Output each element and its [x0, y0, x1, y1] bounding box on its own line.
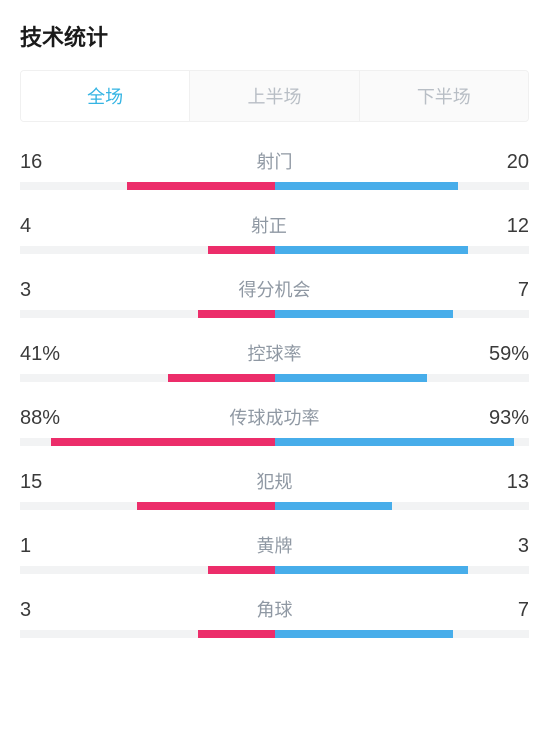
- stat-label: 角球: [257, 596, 293, 622]
- stat-label: 射正: [251, 212, 287, 238]
- stat-row: 41% 控球率 59%: [20, 340, 529, 382]
- bar-left: [198, 630, 274, 638]
- stat-row: 88% 传球成功率 93%: [20, 404, 529, 446]
- stat-right-value: 3: [518, 535, 529, 558]
- bar-left: [208, 566, 274, 574]
- stat-row: 1 黄牌 3: [20, 532, 529, 574]
- stat-row: 3 得分机会 7: [20, 276, 529, 318]
- stats-list: 16 射门 20 4 射正 12 3 得分机会 7 41% 控球率 59% 88% 传球成功率 93% 15 犯…: [20, 148, 529, 638]
- stat-head: 16 射门 20: [20, 148, 529, 174]
- stat-right-value: 59%: [489, 343, 529, 366]
- tab-second[interactable]: 下半场: [359, 71, 528, 121]
- bar-track: [20, 182, 529, 190]
- bar-right: [275, 566, 468, 574]
- bar-track: [20, 310, 529, 318]
- tab-full[interactable]: 全场: [21, 71, 189, 121]
- stat-right-value: 12: [507, 215, 529, 238]
- stat-label: 控球率: [248, 340, 302, 366]
- bar-right: [275, 246, 468, 254]
- page-title: 技术统计: [20, 20, 529, 52]
- stat-right-value: 13: [507, 471, 529, 494]
- stat-row: 15 犯规 13: [20, 468, 529, 510]
- stat-right-value: 20: [507, 151, 529, 174]
- bar-left: [168, 374, 275, 382]
- stat-left-value: 88%: [20, 407, 60, 430]
- bar-track: [20, 566, 529, 574]
- period-tabs: 全场 上半场 下半场: [20, 70, 529, 122]
- stat-head: 15 犯规 13: [20, 468, 529, 494]
- stats-panel: 技术统计 全场 上半场 下半场 16 射门 20 4 射正 12 3 得分机会 7 41% 控球率 5…: [0, 0, 549, 670]
- stat-left-value: 3: [20, 599, 31, 622]
- stat-head: 3 角球 7: [20, 596, 529, 622]
- tab-first[interactable]: 上半场: [189, 71, 358, 121]
- bar-left: [51, 438, 275, 446]
- stat-row: 3 角球 7: [20, 596, 529, 638]
- stat-label: 黄牌: [257, 532, 293, 558]
- stat-head: 88% 传球成功率 93%: [20, 404, 529, 430]
- bar-left: [198, 310, 274, 318]
- bar-right: [275, 374, 428, 382]
- stat-head: 1 黄牌 3: [20, 532, 529, 558]
- stat-left-value: 4: [20, 215, 31, 238]
- stat-head: 3 得分机会 7: [20, 276, 529, 302]
- stat-row: 4 射正 12: [20, 212, 529, 254]
- bar-right: [275, 438, 514, 446]
- stat-label: 射门: [257, 148, 293, 174]
- stat-right-value: 93%: [489, 407, 529, 430]
- bar-track: [20, 374, 529, 382]
- stat-left-value: 3: [20, 279, 31, 302]
- stat-label: 传球成功率: [230, 404, 320, 430]
- bar-left: [208, 246, 274, 254]
- bar-right: [275, 502, 392, 510]
- stat-label: 犯规: [257, 468, 293, 494]
- bar-track: [20, 502, 529, 510]
- bar-right: [275, 630, 453, 638]
- stat-row: 16 射门 20: [20, 148, 529, 190]
- bar-left: [127, 182, 275, 190]
- stat-left-value: 16: [20, 151, 42, 174]
- bar-left: [137, 502, 274, 510]
- stat-left-value: 1: [20, 535, 31, 558]
- bar-track: [20, 246, 529, 254]
- stat-label: 得分机会: [239, 276, 311, 302]
- stat-head: 4 射正 12: [20, 212, 529, 238]
- bar-right: [275, 310, 453, 318]
- bar-track: [20, 630, 529, 638]
- stat-left-value: 41%: [20, 343, 60, 366]
- bar-right: [275, 182, 458, 190]
- stat-right-value: 7: [518, 279, 529, 302]
- bar-track: [20, 438, 529, 446]
- stat-right-value: 7: [518, 599, 529, 622]
- stat-left-value: 15: [20, 471, 42, 494]
- stat-head: 41% 控球率 59%: [20, 340, 529, 366]
